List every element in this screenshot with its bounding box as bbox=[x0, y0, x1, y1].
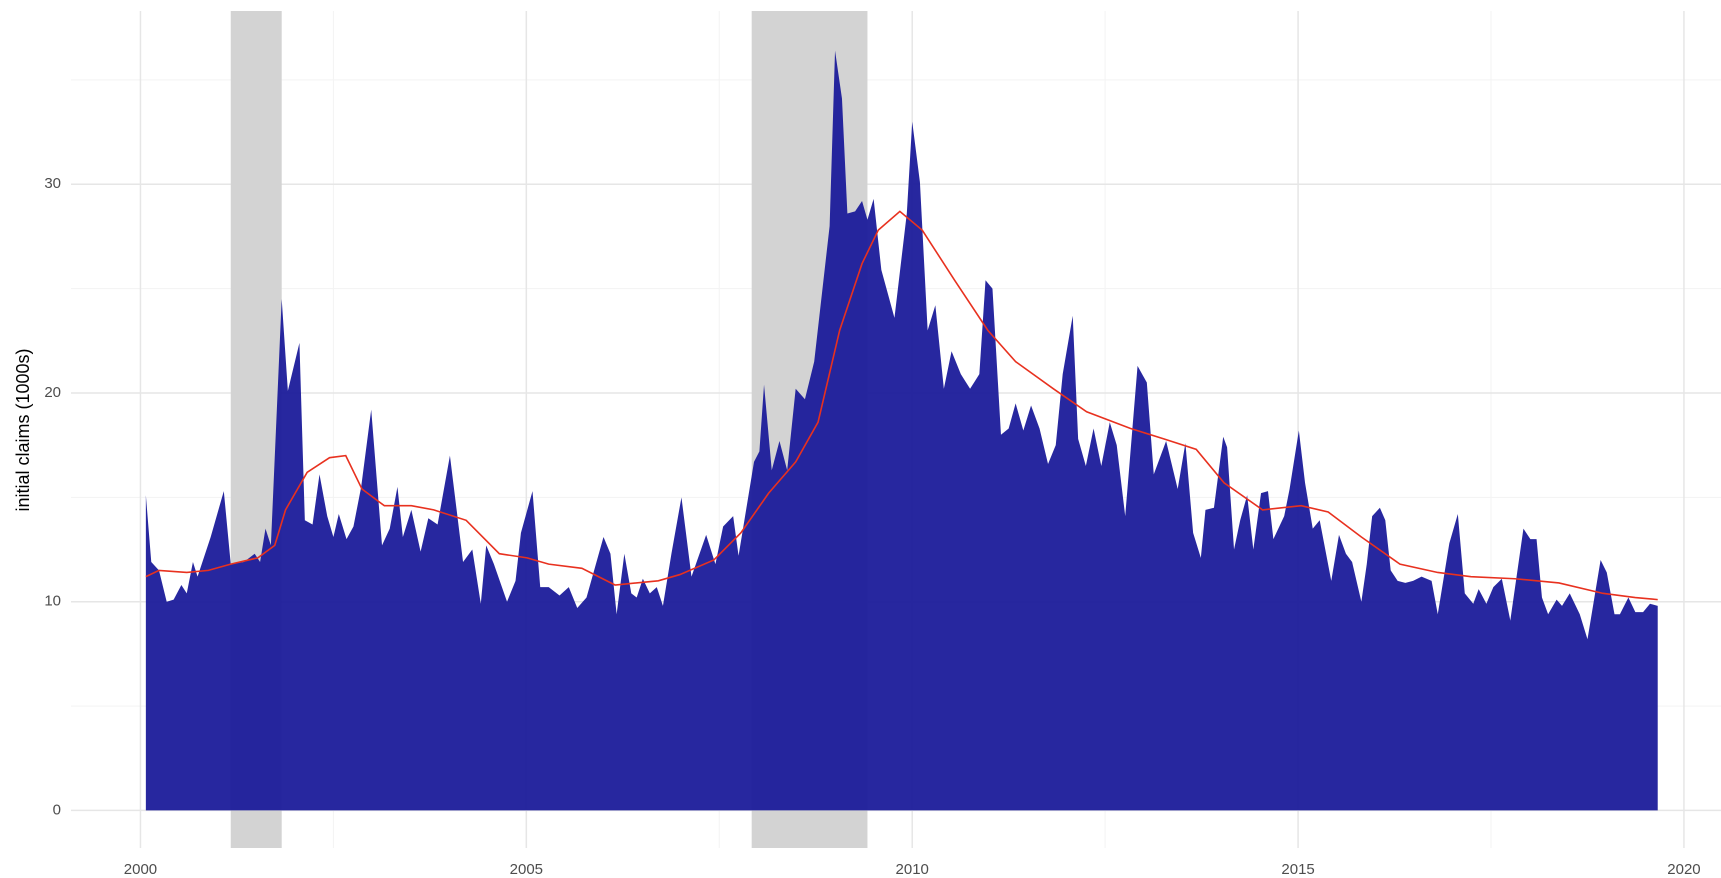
trend-line bbox=[145, 210, 1658, 601]
x-tick-label: 2015 bbox=[1281, 861, 1314, 878]
y-axis-title: initial claims (1000s) bbox=[13, 348, 33, 511]
y-tick-label: 20 bbox=[44, 384, 61, 401]
area bbox=[145, 50, 1658, 811]
x-tick-label: 2020 bbox=[1667, 861, 1700, 878]
y-tick-label: 30 bbox=[44, 175, 61, 192]
x-tick-label: 2000 bbox=[124, 861, 157, 878]
x-tick-label: 2010 bbox=[896, 861, 929, 878]
y-tick-label: 10 bbox=[44, 593, 61, 610]
y-tick-label: 0 bbox=[53, 801, 61, 818]
x-tick-label: 2005 bbox=[510, 861, 543, 878]
